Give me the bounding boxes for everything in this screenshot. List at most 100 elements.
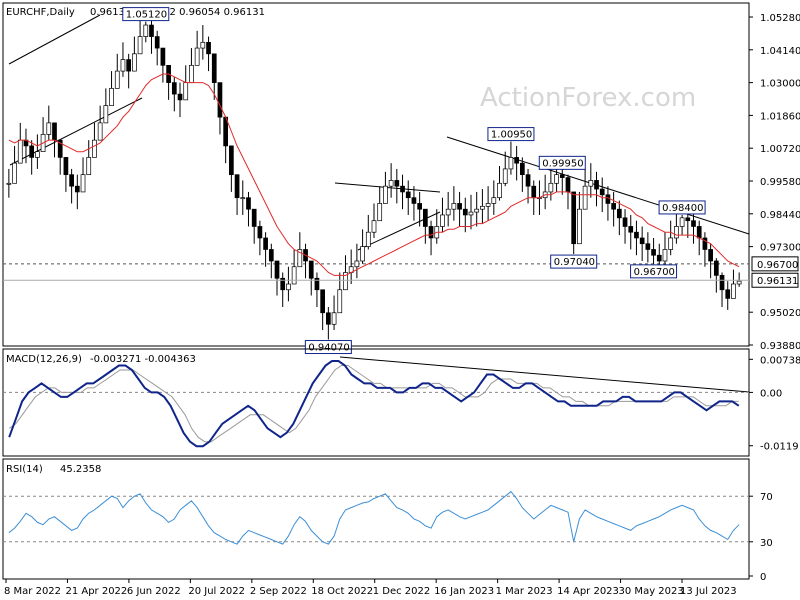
candle [149, 19, 154, 54]
candle-body [92, 139, 97, 158]
rsi-level-lines [3, 495, 749, 543]
candle-body [320, 289, 326, 314]
candle [234, 174, 240, 215]
rsi-panel-frame [2, 458, 750, 580]
candle [137, 19, 143, 55]
candle-body [189, 64, 194, 83]
candle [519, 157, 525, 192]
candle [611, 191, 616, 227]
candle-body [240, 197, 246, 200]
price-tick-label: 0.97300 [760, 243, 800, 254]
date-tick-label: 18 Oct 2022 [311, 586, 373, 597]
candle-body [628, 226, 634, 233]
candle-body [46, 122, 52, 135]
candle [691, 209, 696, 244]
candle [480, 189, 485, 224]
candle-body [280, 277, 286, 291]
candle [668, 220, 674, 256]
candle-body [12, 162, 17, 184]
candle [371, 203, 377, 238]
candle-body [69, 174, 74, 187]
candle [320, 289, 326, 331]
candle-body [468, 211, 474, 216]
candle [177, 82, 183, 118]
candle-body [388, 180, 394, 187]
candle-body [109, 88, 114, 106]
candle [394, 168, 400, 204]
candle [725, 281, 731, 310]
axis-label-text: 0.96131 [757, 276, 798, 287]
candle-body [485, 203, 491, 207]
date-tick-label: 13 Jul 2023 [680, 586, 737, 597]
candle-body [662, 249, 668, 262]
candle [69, 168, 74, 204]
candle [143, 21, 149, 43]
watermark: ActionForex.com [480, 83, 696, 113]
price-tick-label: 0.99580 [760, 177, 800, 188]
price-annotation: 0.96700 [630, 264, 678, 279]
candle-body [360, 246, 365, 262]
candle [251, 208, 257, 244]
candle-body [308, 260, 314, 279]
candle-body [229, 145, 234, 176]
price-annotation: 0.94070 [304, 340, 352, 355]
candle-body [103, 105, 109, 124]
date-axis: 8 Mar 2022 21 Apr 2022 6 Jun 2022 20 Jul 20… [4, 579, 737, 597]
date-tick-label: 2 Sep 2022 [250, 586, 307, 597]
candle [411, 186, 417, 221]
candle [719, 272, 725, 308]
candle [74, 174, 80, 210]
date-tick-label: 20 Jul 2022 [188, 586, 245, 597]
macd-tick-label: 0.00 [760, 388, 782, 399]
candle [645, 232, 651, 263]
price-annotation: 0.98400 [658, 200, 706, 215]
macd-panel: MACD(12,26,9) -0.003271 -0.004363 [2, 348, 750, 457]
candle-body [696, 226, 702, 239]
annotation-label: 1.00950 [491, 130, 532, 141]
candle-body [679, 217, 685, 227]
candle [63, 157, 69, 192]
candle-body [702, 237, 708, 250]
candle-body [97, 122, 103, 141]
candle-body [160, 47, 166, 66]
candle-body [411, 197, 417, 204]
candle [616, 200, 622, 236]
candle [343, 255, 348, 291]
candle [502, 151, 508, 187]
candle [508, 141, 514, 175]
candle [417, 191, 422, 227]
price-tick-label: 1.05280 [760, 13, 800, 24]
macd-panel-frame [2, 348, 750, 457]
candle-body [725, 289, 731, 299]
annotation-label: 0.97040 [554, 257, 595, 268]
candle [103, 88, 109, 124]
date-tick-label: 21 Apr 2022 [65, 586, 127, 597]
annotation-box [122, 7, 170, 22]
annotation-box [487, 127, 535, 142]
price-tick-label: 1.01860 [760, 111, 800, 122]
candle [713, 258, 719, 293]
candle [97, 105, 103, 141]
price-tick-label: 0.98440 [760, 210, 800, 221]
annotation-label: 0.98400 [662, 203, 703, 214]
rsi-value: 45.2358 [60, 464, 101, 475]
candle [194, 30, 200, 66]
candle-body [713, 260, 719, 276]
candle-body [445, 208, 451, 216]
candle-body [383, 185, 388, 204]
candle-body [554, 174, 559, 184]
candle-body [86, 157, 92, 176]
candle-body [668, 237, 674, 250]
price-tick-label: 1.03000 [760, 79, 800, 90]
candle [731, 269, 736, 299]
candle-body [525, 174, 531, 187]
candle-body [326, 312, 331, 325]
candle [383, 171, 388, 204]
candle-body [417, 203, 422, 210]
candle [674, 209, 679, 244]
candle-body [502, 168, 508, 184]
candle-body [514, 157, 519, 164]
candle [291, 249, 297, 285]
candle-body [577, 208, 582, 245]
